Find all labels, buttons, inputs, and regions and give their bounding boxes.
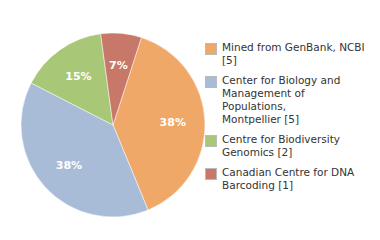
svg-text:38%: 38% — [160, 116, 186, 129]
html-text:Center for Biology and Managem: Center for Biology and Management of Pop… — [222, 74, 341, 125]
html-text:Mined from GenBank, NCBI [5]: Mined from GenBank, NCBI [5] — [222, 41, 365, 66]
html-text:Canadian Centre for DNA Barcod: Canadian Centre for DNA Barcoding [1] — [222, 166, 355, 191]
html-text:Centre for Biodiversity Genomi: Centre for Biodiversity Genomics [2] — [222, 133, 341, 158]
svg-text:38%: 38% — [56, 159, 82, 172]
svg-text:7%: 7% — [109, 59, 128, 72]
svg-text:15%: 15% — [65, 70, 91, 83]
